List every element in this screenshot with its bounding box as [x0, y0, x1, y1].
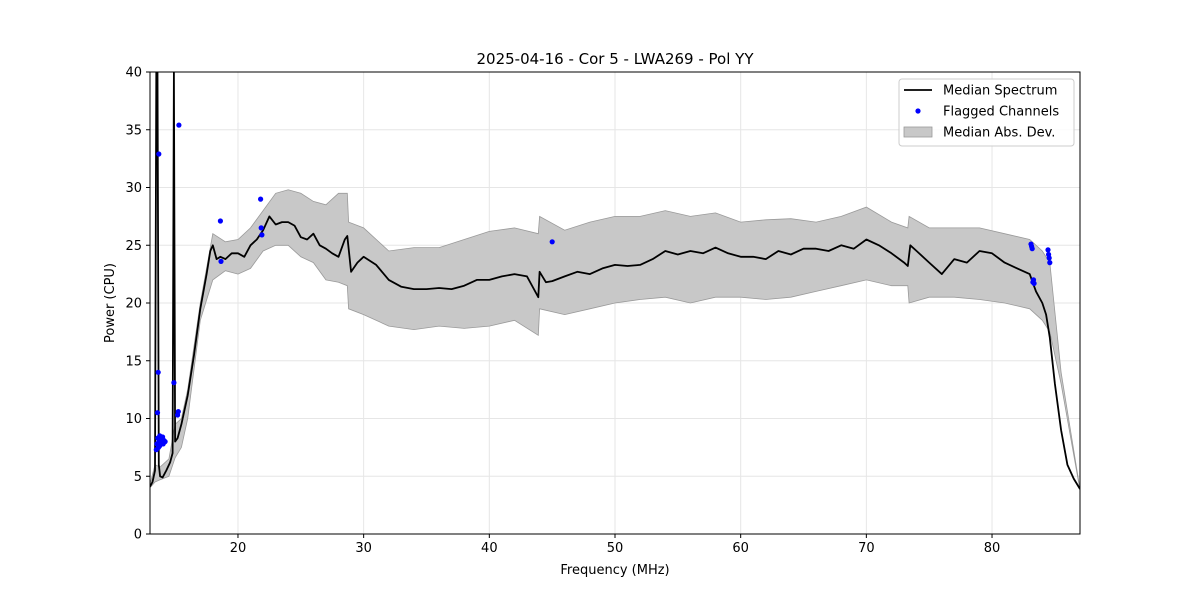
x-tick-label: 80	[984, 541, 1001, 556]
flagged-point	[154, 410, 161, 416]
flagged-point	[1046, 255, 1052, 261]
y-tick-label: 20	[125, 297, 142, 312]
x-tick-label: 70	[858, 541, 875, 556]
x-tick-label: 50	[607, 541, 624, 556]
chart-title: 2025-04-16 - Cor 5 - LWA269 - Pol YY	[477, 50, 755, 68]
y-tick-label: 0	[134, 528, 142, 543]
y-tick-label: 10	[125, 412, 142, 427]
mad-band	[150, 189, 1080, 491]
x-axis-label: Frequency (MHz)	[560, 563, 669, 578]
x-tick-label: 40	[481, 541, 498, 556]
flagged-point	[176, 122, 182, 128]
legend-label: Flagged Channels	[943, 105, 1059, 120]
plot-area	[150, 72, 1080, 491]
x-tick-label: 30	[355, 541, 372, 556]
y-axis-label: Power (CPU)	[103, 263, 118, 343]
flagged-point	[218, 258, 224, 264]
flagged-point	[155, 369, 161, 375]
y-tick-label: 25	[125, 239, 142, 254]
legend-label: Median Abs. Dev.	[943, 126, 1055, 141]
flagged-point	[1047, 260, 1053, 266]
y-tick-label: 5	[134, 470, 142, 485]
y-tick-label: 30	[125, 181, 142, 196]
flagged-point	[1045, 247, 1051, 253]
x-tick-label: 20	[230, 541, 247, 556]
y-tick-label: 15	[125, 354, 142, 369]
legend-label: Median Spectrum	[943, 84, 1057, 99]
legend-box	[898, 78, 1075, 147]
flagged-point	[162, 439, 168, 445]
flagged-point	[258, 225, 264, 231]
legend-mad-swatch	[903, 126, 933, 138]
flagged-point	[217, 218, 223, 224]
x-axis: 20 30 40 50 60 70 80	[230, 534, 1001, 556]
median-spectrum-line	[150, 72, 1080, 490]
flagged-point	[1031, 280, 1037, 286]
flagged-point	[175, 409, 181, 415]
y-tick-label: 40	[125, 66, 142, 81]
legend: Median Spectrum Flagged Channels Median Ab…	[898, 78, 1075, 147]
flagged-point	[171, 380, 177, 386]
y-axis: 0 5 10 15 20 25 30 35 40	[125, 66, 150, 543]
flagged-point	[258, 196, 264, 202]
x-tick-label: 60	[732, 541, 749, 556]
flagged-point	[156, 151, 162, 157]
flagged-point	[549, 239, 555, 245]
y-tick-label: 35	[125, 123, 142, 138]
flagged-point	[1029, 246, 1035, 252]
flagged-point	[259, 232, 265, 238]
legend-flagged-swatch	[915, 108, 921, 114]
